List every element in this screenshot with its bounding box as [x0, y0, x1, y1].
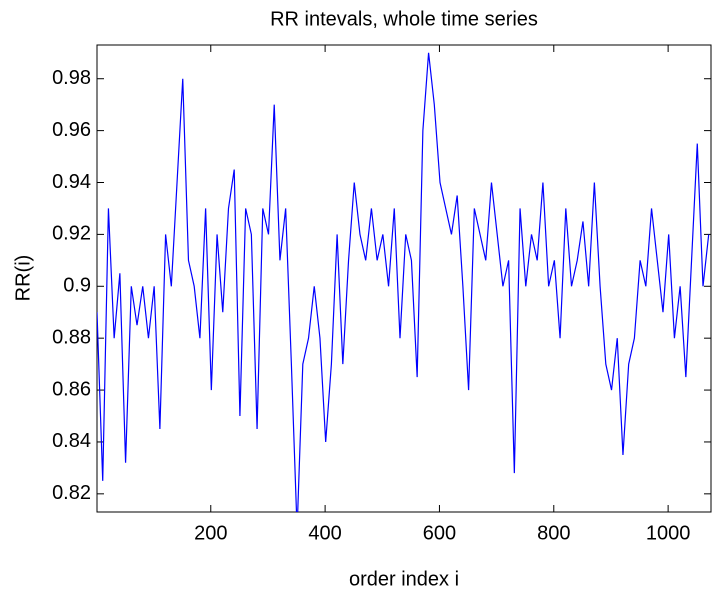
y-tick-label: 0.88 [52, 326, 91, 348]
y-tick-label: 0.84 [52, 430, 91, 452]
y-tick-label: 0.82 [52, 482, 91, 504]
y-tick-label: 0.92 [52, 223, 91, 245]
y-axis-label: RR(i) [12, 255, 34, 302]
y-tick-label: 0.98 [52, 67, 91, 89]
y-tick-label: 0.86 [52, 378, 91, 400]
data-line [97, 52, 710, 512]
y-tick-label: 0.96 [52, 119, 91, 141]
x-tick-label: 1000 [646, 522, 691, 544]
chart-title: RR intevals, whole time series [270, 8, 538, 30]
plot-frame [96, 44, 712, 513]
x-tick-label: 400 [308, 522, 341, 544]
x-tick-label: 600 [423, 522, 456, 544]
x-tick-label: 800 [537, 522, 570, 544]
y-tick-label: 0.94 [52, 171, 91, 193]
x-axis-label: order index i [349, 568, 459, 590]
y-tick-label: 0.9 [63, 275, 91, 297]
x-tick-label: 200 [194, 522, 227, 544]
